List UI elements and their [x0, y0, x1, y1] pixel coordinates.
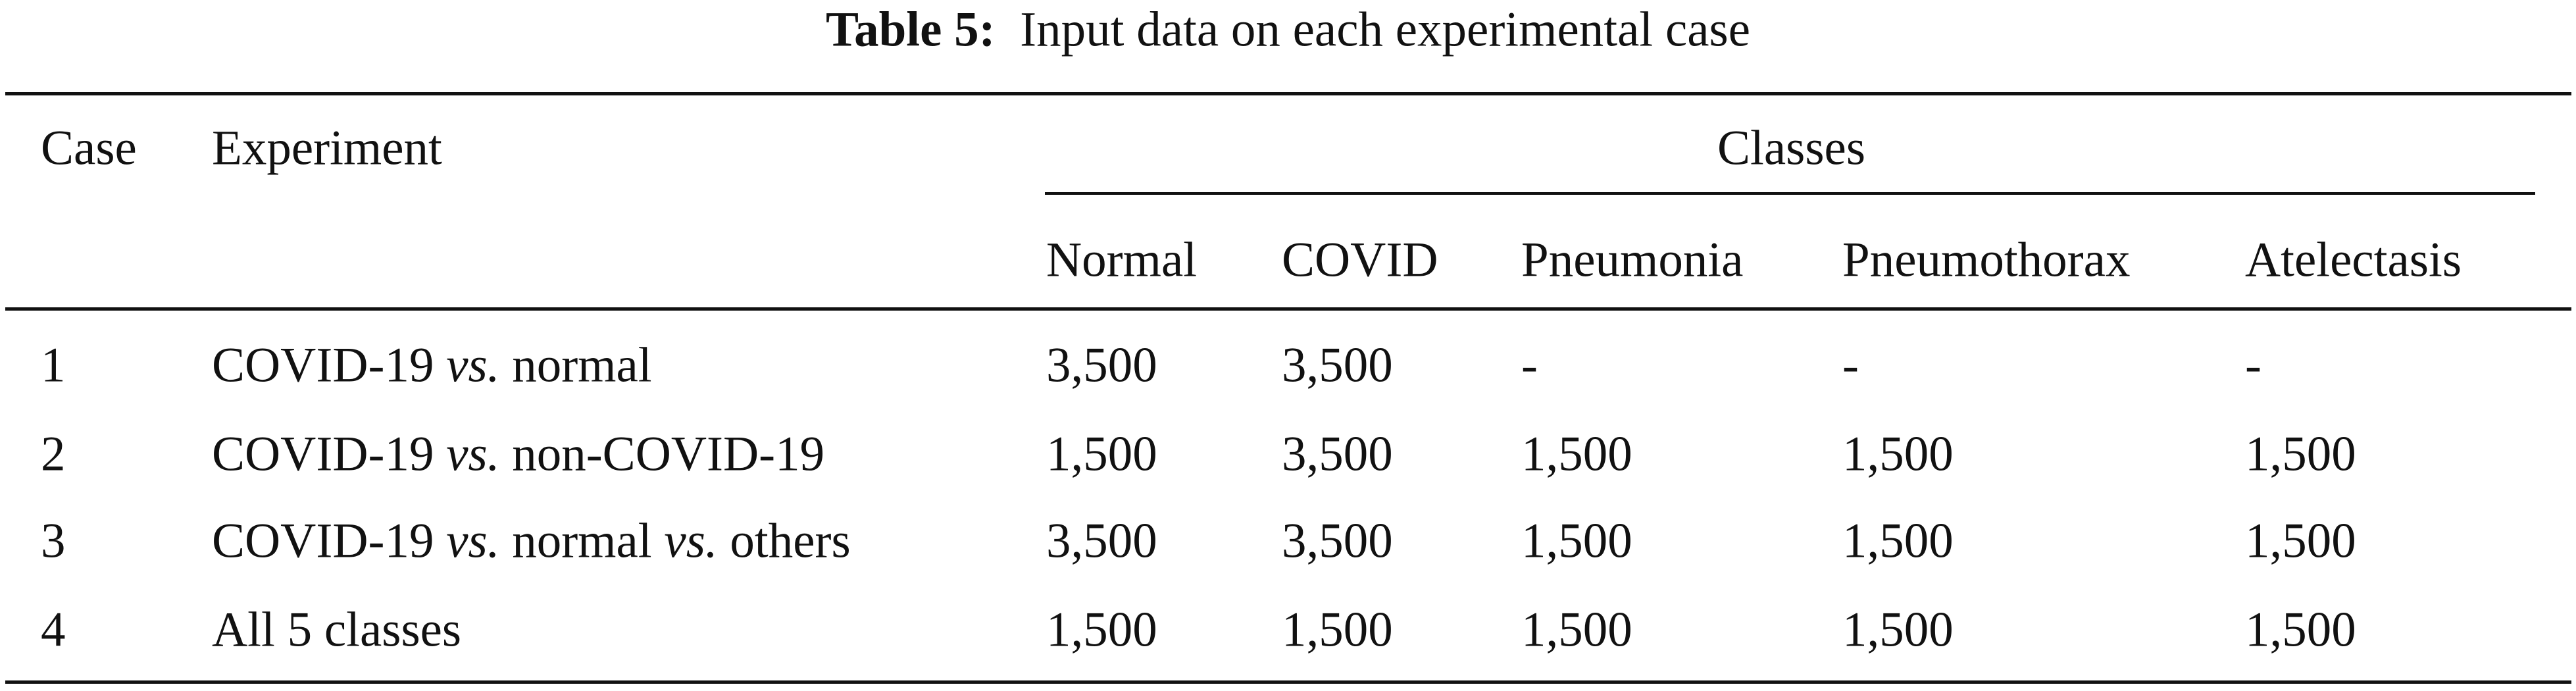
count-cell: 1,500 — [1282, 602, 1393, 657]
experiment-text: COVID-19 — [212, 513, 447, 569]
experiment-text: non-COVID-19 — [499, 426, 825, 482]
experiment-text: normal — [499, 513, 665, 569]
count-cell: 3,500 — [1282, 426, 1393, 482]
count-cell: - — [2245, 338, 2261, 393]
header-class: Normal — [1046, 232, 1198, 288]
count-cell: - — [1842, 338, 1859, 393]
experiment-cell: COVID-19 vs. non-COVID-19 — [212, 430, 824, 479]
case-cell: 2 — [41, 426, 66, 482]
count-cell: 3,500 — [1046, 338, 1157, 393]
count-cell: 3,500 — [1282, 338, 1393, 393]
count-cell: 1,500 — [1521, 513, 1632, 569]
bottom-rule — [5, 680, 2571, 684]
experiment-text: COVID-19 — [212, 426, 447, 482]
header-class: Pneumothorax — [1842, 232, 2131, 288]
experiment-cell: COVID-19 vs. normal vs. others — [212, 517, 851, 566]
count-cell: 3,500 — [1282, 513, 1393, 569]
caption-text: Input data on each experimental case — [1020, 2, 1751, 57]
experiment-cell: All 5 classes — [212, 605, 461, 655]
count-cell: 1,500 — [1046, 602, 1157, 657]
case-cell: 1 — [41, 338, 66, 393]
count-cell: 1,500 — [2245, 426, 2356, 482]
experiment-text: vs. — [446, 426, 500, 482]
experiment-text: All 5 classes — [212, 602, 462, 657]
top-rule — [5, 92, 2571, 95]
case-cell: 3 — [41, 513, 66, 569]
count-cell: 1,500 — [2245, 602, 2356, 657]
header-experiment: Experiment — [212, 120, 442, 176]
header-class: Atelectasis — [2245, 232, 2462, 288]
count-cell: 1,500 — [1046, 426, 1157, 482]
caption-label: Table 5: — [825, 2, 996, 57]
count-cell: 1,500 — [1842, 602, 1954, 657]
count-cell: - — [1521, 338, 1538, 393]
count-cell: 1,500 — [1521, 602, 1632, 657]
experiment-text: COVID-19 — [212, 338, 447, 393]
experiment-text: normal — [499, 338, 652, 393]
caption: Table 5: Input data on each experimental… — [0, 5, 2576, 55]
group-rule — [1045, 192, 2535, 195]
header-group: Classes — [1717, 120, 1865, 176]
count-cell: 1,500 — [1521, 426, 1632, 482]
count-cell: 3,500 — [1046, 513, 1157, 569]
count-cell: 1,500 — [1842, 426, 1954, 482]
experiment-cell: COVID-19 vs. normal — [212, 341, 652, 390]
count-cell: 1,500 — [2245, 513, 2356, 569]
experiment-text: others — [717, 513, 851, 569]
header-case: Case — [41, 120, 137, 176]
case-cell: 4 — [41, 602, 66, 657]
header-class: COVID — [1282, 232, 1438, 288]
count-cell: 1,500 — [1842, 513, 1954, 569]
experiment-text: vs. — [446, 338, 500, 393]
experiment-text: vs. — [446, 513, 500, 569]
experiment-text: vs. — [664, 513, 718, 569]
header-class: Pneumonia — [1521, 232, 1744, 288]
mid-rule — [5, 307, 2571, 311]
